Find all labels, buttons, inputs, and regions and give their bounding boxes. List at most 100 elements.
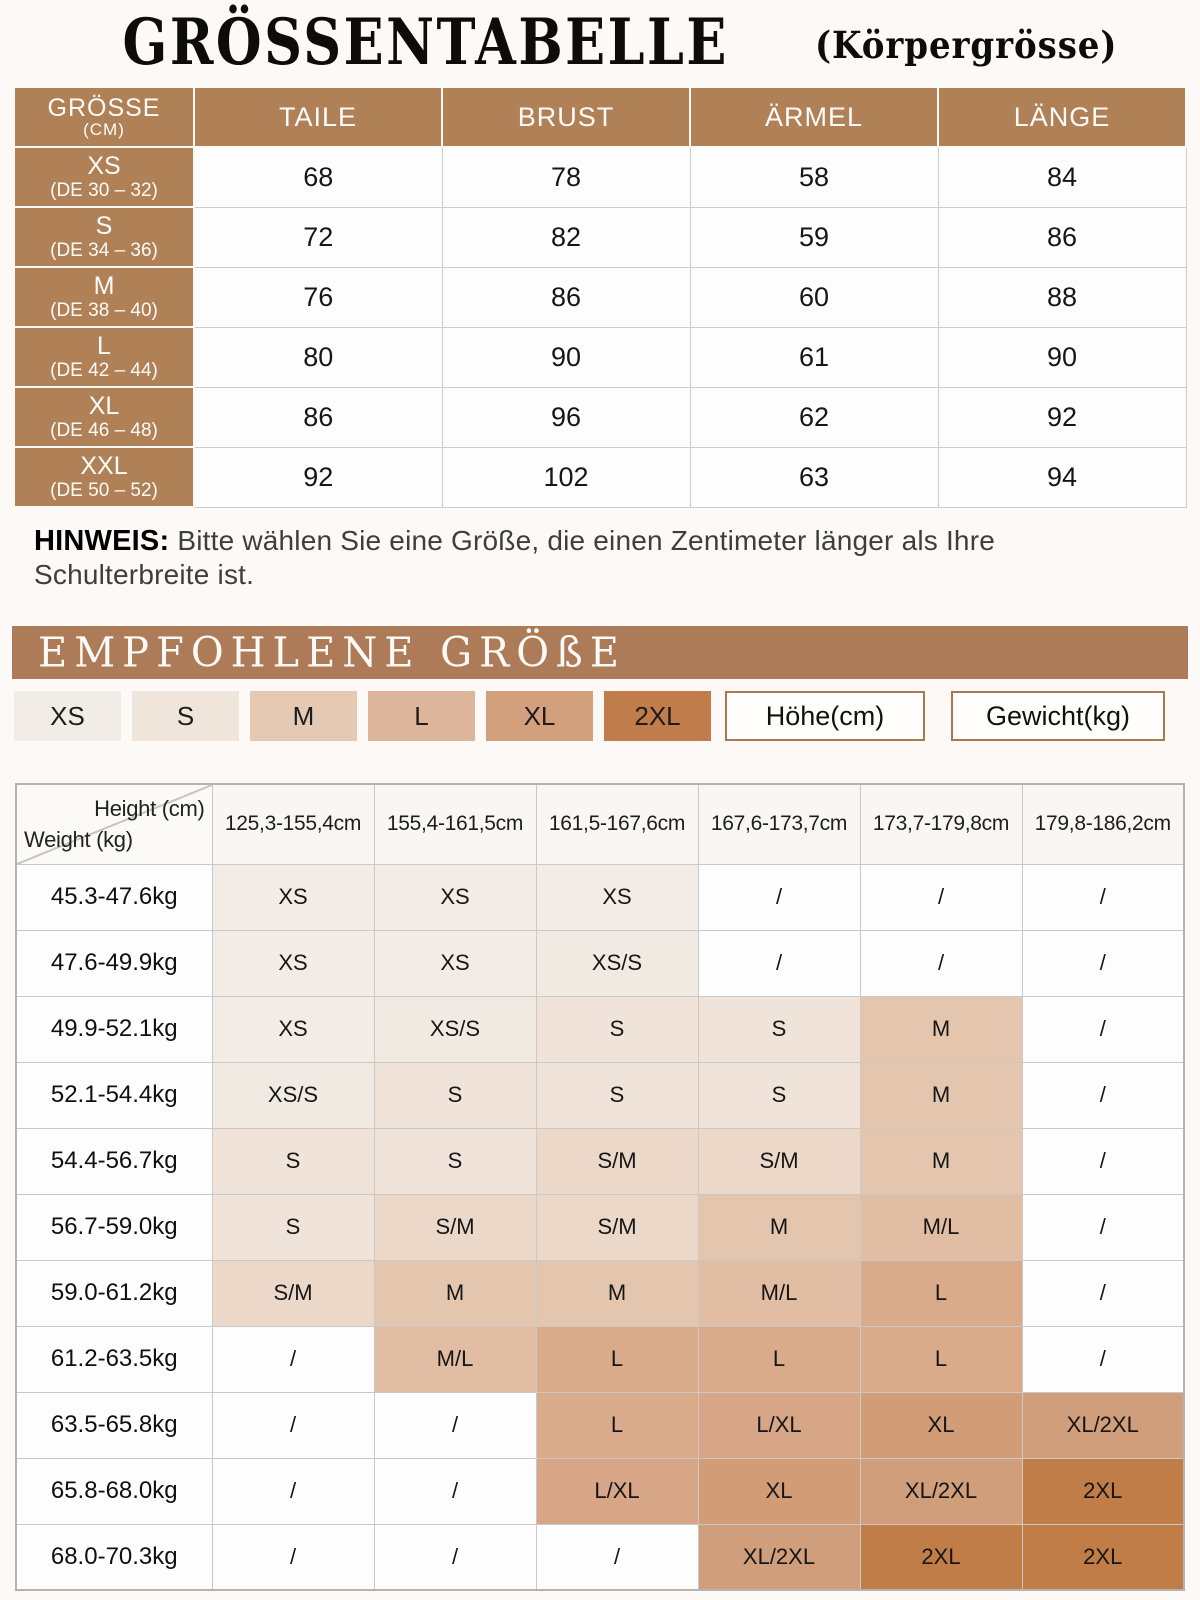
- size-table-header-row: GRÖSSE (CM) TAILE BRUST ÄRMEL LÄNGE: [13, 86, 1187, 148]
- recommendation-cell: /: [1021, 863, 1185, 931]
- legend-size-swatch: S: [132, 691, 239, 741]
- corner-header-line1: GRÖSSE: [47, 94, 161, 122]
- recommendation-cell: S/M: [211, 1259, 375, 1327]
- recommendation-cell: L: [535, 1325, 699, 1393]
- recommendation-cell: XS/S: [373, 995, 537, 1063]
- legend-size-swatch: M: [250, 691, 357, 741]
- matrix-weight-label: 52.1-54.4kg: [15, 1061, 213, 1129]
- measure-value-cell: 102: [441, 446, 691, 508]
- recommendation-cell: /: [859, 863, 1023, 931]
- recommendation-cell: /: [1021, 1259, 1185, 1327]
- recommendation-cell: S/M: [535, 1127, 699, 1195]
- recommendation-cell: /: [535, 1523, 699, 1591]
- page-header: GRÖSSENTABELLE (Körpergrösse): [0, 2, 1200, 82]
- recommendation-cell: S: [535, 1061, 699, 1129]
- recommendation-cell: XS: [373, 929, 537, 997]
- size-table-row: M (DE 38 – 40) 76 86 60 88: [13, 266, 1187, 328]
- matrix-row: 45.3-47.6kg XS XS XS / / /: [15, 863, 1185, 931]
- recommendation-cell: M: [859, 1061, 1023, 1129]
- recommendation-cell: XS: [535, 863, 699, 931]
- recommendation-cell: /: [373, 1523, 537, 1591]
- matrix-weight-label: 54.4-56.7kg: [15, 1127, 213, 1195]
- size-table-row: S (DE 34 – 36) 72 82 59 86: [13, 206, 1187, 268]
- matrix-weight-label: 65.8-68.0kg: [15, 1457, 213, 1525]
- matrix-row: 65.8-68.0kg / / L/XL XL XL/2XL 2XL: [15, 1457, 1185, 1525]
- recommendation-matrix: Height (cm) Weight (kg) 125,3-155,4cm 155…: [15, 783, 1185, 1591]
- size-de-range: (DE 50 – 52): [50, 480, 158, 501]
- measure-value-cell: 72: [193, 206, 443, 268]
- size-name: XL: [88, 392, 120, 420]
- matrix-height-column-header: 173,7-179,8cm: [859, 783, 1023, 865]
- recommendation-cell: S: [535, 995, 699, 1063]
- size-de-range: (DE 42 – 44): [50, 360, 158, 381]
- recommendation-cell: XL/2XL: [1021, 1391, 1185, 1459]
- size-label-cell: L (DE 42 – 44): [13, 326, 195, 388]
- size-table-row: XS (DE 30 – 32) 68 78 58 84: [13, 146, 1187, 208]
- recommendation-cell: /: [697, 929, 861, 997]
- recommendation-cell: 2XL: [1021, 1523, 1185, 1591]
- matrix-header-row: Height (cm) Weight (kg) 125,3-155,4cm 155…: [15, 783, 1185, 865]
- note-label: HINWEIS:: [34, 525, 170, 557]
- matrix-corner-cell: Height (cm) Weight (kg): [15, 783, 213, 865]
- matrix-height-column-header: 155,4-161,5cm: [373, 783, 537, 865]
- measure-value-cell: 60: [689, 266, 939, 328]
- size-de-range: (DE 46 – 48): [50, 420, 158, 441]
- recommendation-cell: L/XL: [697, 1391, 861, 1459]
- size-table-column-header: LÄNGE: [937, 86, 1187, 148]
- matrix-row: 54.4-56.7kg S S S/M S/M M /: [15, 1127, 1185, 1195]
- recommendation-cell: S: [373, 1061, 537, 1129]
- measure-value-cell: 86: [441, 266, 691, 328]
- matrix-height-column-header: 125,3-155,4cm: [211, 783, 375, 865]
- recommendation-cell: M/L: [859, 1193, 1023, 1261]
- matrix-weight-label: 49.9-52.1kg: [15, 995, 213, 1063]
- matrix-weight-label: 59.0-61.2kg: [15, 1259, 213, 1327]
- measure-value-cell: 88: [937, 266, 1187, 328]
- measure-value-cell: 61: [689, 326, 939, 388]
- size-label-cell: XS (DE 30 – 32): [13, 146, 195, 208]
- recommendation-cell: /: [1021, 1193, 1185, 1261]
- measure-value-cell: 80: [193, 326, 443, 388]
- recommendation-cell: L: [859, 1259, 1023, 1327]
- measure-value-cell: 86: [937, 206, 1187, 268]
- recommendation-cell: /: [373, 1457, 537, 1525]
- weight-unit-box: Gewicht(kg): [951, 691, 1165, 741]
- size-name: XS: [87, 152, 121, 180]
- recommendation-cell: M: [697, 1193, 861, 1261]
- recommendation-cell: /: [1021, 1127, 1185, 1195]
- height-unit-box: Höhe(cm): [725, 691, 925, 741]
- measure-value-cell: 94: [937, 446, 1187, 508]
- matrix-row: 47.6-49.9kg XS XS XS/S / / /: [15, 929, 1185, 997]
- recommendation-cell: XL/2XL: [859, 1457, 1023, 1525]
- recommendation-cell: L: [697, 1325, 861, 1393]
- weight-unit-label: Gewicht(kg): [985, 700, 1131, 731]
- recommendation-cell: /: [1021, 995, 1185, 1063]
- recommendation-cell: L: [535, 1391, 699, 1459]
- measure-value-cell: 86: [193, 386, 443, 448]
- recommendation-cell: /: [211, 1457, 375, 1525]
- recommendation-cell: S: [211, 1193, 375, 1261]
- measure-value-cell: 63: [689, 446, 939, 508]
- recommendation-cell: /: [1021, 929, 1185, 997]
- legend-size-swatches: XS S M L XL 2XL: [14, 691, 711, 741]
- measure-value-cell: 78: [441, 146, 691, 208]
- matrix-row: 61.2-63.5kg / M/L L L L /: [15, 1325, 1185, 1393]
- recommendation-cell: XL/2XL: [697, 1523, 861, 1591]
- measure-value-cell: 96: [441, 386, 691, 448]
- page-subtitle: (Körpergrösse): [815, 23, 1118, 67]
- page-title: GRÖSSENTABELLE: [122, 4, 729, 80]
- recommendation-cell: M: [859, 995, 1023, 1063]
- size-name: L: [97, 332, 111, 360]
- measure-value-cell: 90: [937, 326, 1187, 388]
- recommendation-cell: L/XL: [535, 1457, 699, 1525]
- matrix-weight-label: 45.3-47.6kg: [15, 863, 213, 931]
- matrix-height-column-header: 167,6-173,7cm: [697, 783, 861, 865]
- note-text: Bitte wählen Sie eine Größe, die einen Z…: [34, 525, 995, 590]
- recommendation-cell: S: [697, 1061, 861, 1129]
- legend-size-swatch: 2XL: [604, 691, 711, 741]
- matrix-weight-label: 47.6-49.9kg: [15, 929, 213, 997]
- recommended-size-banner: EMPFOHLENE GRÖßE: [12, 626, 1188, 679]
- recommendation-cell: M: [373, 1259, 537, 1327]
- recommendation-cell: /: [1021, 1325, 1185, 1393]
- measure-value-cell: 59: [689, 206, 939, 268]
- matrix-height-column-header: 161,5-167,6cm: [535, 783, 699, 865]
